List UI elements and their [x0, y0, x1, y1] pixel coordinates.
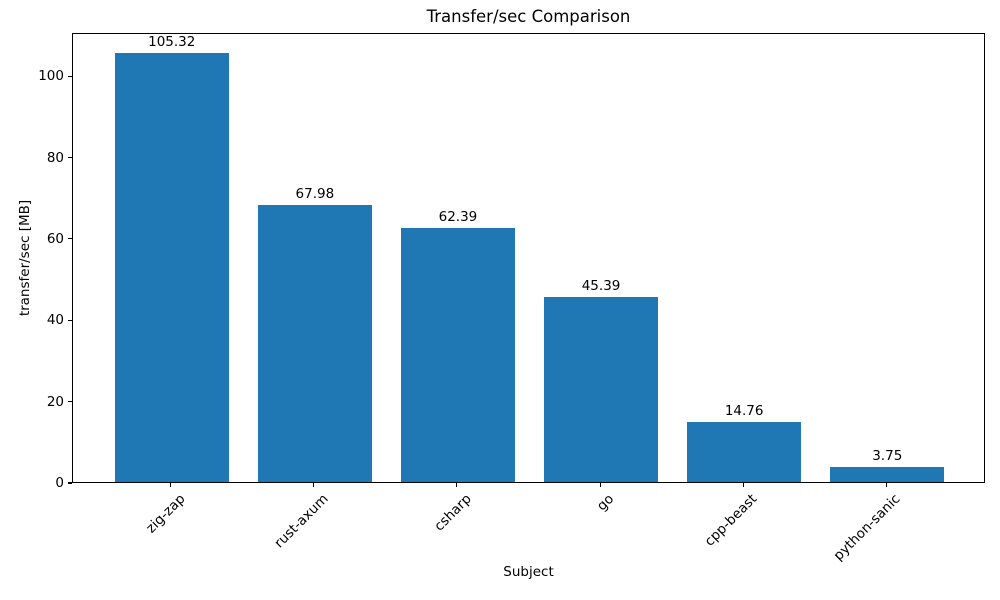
bar-rust-axum [257, 205, 373, 482]
bar-value-label: 14.76 [724, 402, 764, 419]
x-axis-label: Subject [503, 564, 554, 580]
y-tick-mark [68, 401, 72, 403]
y-tick-label: 80 [46, 149, 64, 166]
x-tick-mark [599, 483, 601, 487]
x-tick-label: python-sanic [830, 491, 904, 564]
y-tick-label: 40 [46, 312, 64, 329]
y-tick-mark [68, 482, 72, 484]
bar-go [543, 297, 659, 482]
plot-area: 105.32 67.98 62.39 45.39 14.76 3.75 [72, 33, 985, 483]
chart-title: Transfer/sec Comparison [426, 7, 631, 26]
x-tick-label: csharp [430, 491, 475, 535]
y-tick-mark [68, 156, 72, 159]
bar-value-label: 3.75 [872, 447, 903, 464]
y-tick-label: 20 [46, 393, 64, 410]
bar-cpp-beast [686, 421, 802, 482]
x-tick-label: zig-zap [142, 491, 189, 537]
bar-value-label: 67.98 [295, 186, 335, 203]
x-tick-mark [885, 483, 887, 487]
bar-value-label: 45.39 [581, 278, 621, 295]
x-tick-mark [742, 483, 744, 487]
x-tick-mark [313, 483, 315, 487]
y-tick-label: 100 [38, 68, 64, 85]
y-axis-label: transfer/sec [MB] [17, 199, 33, 317]
y-tick-mark [68, 319, 72, 321]
bar-python-sanic [830, 466, 945, 482]
x-tick-mark [170, 483, 172, 487]
x-tick-label: go [594, 491, 618, 515]
y-tick-mark [68, 75, 72, 77]
bar-zig-zap [114, 53, 229, 482]
bar-csharp [400, 228, 516, 482]
bar-value-label: 62.39 [438, 209, 478, 226]
x-tick-mark [456, 483, 458, 487]
y-tick-label: 0 [55, 475, 64, 491]
y-tick-mark [68, 238, 72, 240]
x-tick-label: rust-axum [270, 491, 332, 552]
x-tick-label: cpp-beast [701, 491, 761, 550]
bar-value-label: 105.32 [148, 34, 196, 51]
y-tick-label: 60 [46, 230, 64, 247]
